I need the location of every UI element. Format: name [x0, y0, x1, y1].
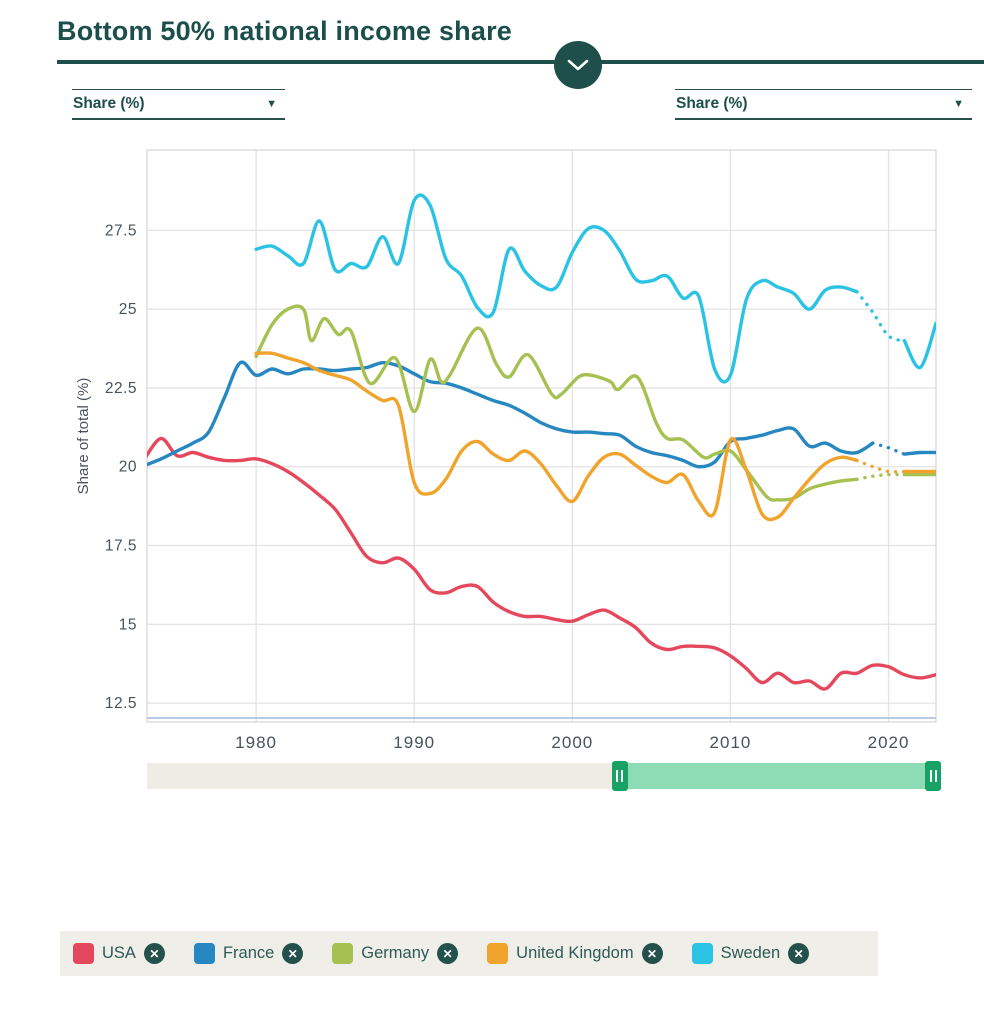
legend-swatch [691, 943, 713, 964]
remove-series-button-sweden[interactable]: ✕ [788, 943, 810, 964]
series-line-france [147, 360, 875, 469]
legend-label: France [222, 944, 275, 962]
legend-item-germany: Germany ✕ [332, 943, 459, 964]
y-tick-label: 27.5 [105, 222, 137, 239]
legend-label: Sweden [720, 944, 781, 962]
chevron-down-icon [567, 59, 589, 71]
x-tick-label: 1980 [235, 733, 277, 752]
x-tick-label: 2020 [868, 733, 910, 752]
y-tick-label: 22.5 [105, 380, 137, 397]
legend-item-united-kingdom: United Kingdom ✕ [487, 943, 663, 964]
series-line-united-kingdom-projected [855, 458, 907, 474]
legend-label: Germany [361, 944, 430, 962]
remove-series-button-germany[interactable]: ✕ [437, 943, 459, 964]
dropdown-arrow-icon: ▼ [266, 97, 277, 110]
series-line-france-projected [871, 441, 907, 456]
close-icon: ✕ [287, 946, 298, 961]
legend-item-france: France ✕ [193, 943, 304, 964]
legend-item-sweden: Sweden ✕ [691, 943, 810, 964]
close-icon: ✕ [647, 946, 658, 961]
remove-series-button-france[interactable]: ✕ [282, 943, 304, 964]
legend-swatch [73, 943, 94, 964]
series-line-sweden [902, 321, 936, 370]
series-line-germany [254, 304, 859, 502]
legend-swatch [193, 943, 215, 964]
page-title: Bottom 50% national income share [57, 16, 512, 46]
y-axis-title: Share of total (%) [75, 378, 92, 495]
x-tick-label: 2000 [551, 733, 593, 752]
legend-label: United Kingdom [516, 944, 634, 962]
remove-series-button-usa[interactable]: ✕ [143, 943, 165, 964]
slider-handle-right[interactable] [925, 761, 941, 791]
unit-dropdown-right-value: Share (%) [676, 95, 748, 112]
y-tick-label: 25 [119, 301, 137, 318]
unit-dropdown-right[interactable]: Share (%) ▼ [675, 89, 972, 120]
y-tick-label: 12.5 [105, 695, 137, 712]
line-chart: 12.5 15 17.5 20 22.5 25 27.5 1980 1990 2000 2010 20… [75, 149, 937, 752]
series-line-united-kingdom [254, 351, 859, 522]
unit-dropdown-left[interactable]: Share (%) ▼ [72, 89, 285, 120]
x-tick-label: 1990 [393, 733, 435, 752]
close-icon: ✕ [793, 946, 804, 961]
legend-item-usa: USA ✕ [73, 943, 165, 964]
slider-selected-range[interactable] [619, 763, 941, 789]
remove-series-button-united-kingdom[interactable]: ✕ [641, 943, 663, 964]
header-divider [57, 60, 984, 64]
close-icon: ✕ [149, 946, 160, 961]
series-line-france [902, 450, 936, 456]
unit-dropdown-left-value: Share (%) [73, 95, 145, 112]
series-line-usa [147, 436, 936, 691]
legend-swatch [332, 943, 354, 964]
plot-border [146, 149, 937, 723]
y-tick-label: 20 [119, 459, 137, 476]
series-line-sweden-projected [855, 290, 907, 343]
series-line-germany-projected [855, 472, 907, 481]
legend: USA ✕ France ✕ Germany ✕ United Kingdom ✕ Sweden… [60, 931, 878, 976]
collapse-chart-button[interactable] [554, 41, 602, 89]
slider-handle-left[interactable] [611, 761, 628, 791]
y-tick-label: 17.5 [105, 538, 137, 555]
legend-swatch [487, 943, 509, 964]
y-tick-label: 15 [119, 616, 137, 633]
legend-label: USA [102, 944, 136, 962]
close-icon: ✕ [442, 946, 453, 961]
x-tick-label: 2010 [710, 733, 752, 752]
series-line-sweden [254, 193, 859, 384]
time-range-slider[interactable] [147, 761, 941, 791]
dropdown-arrow-icon: ▼ [953, 97, 964, 110]
